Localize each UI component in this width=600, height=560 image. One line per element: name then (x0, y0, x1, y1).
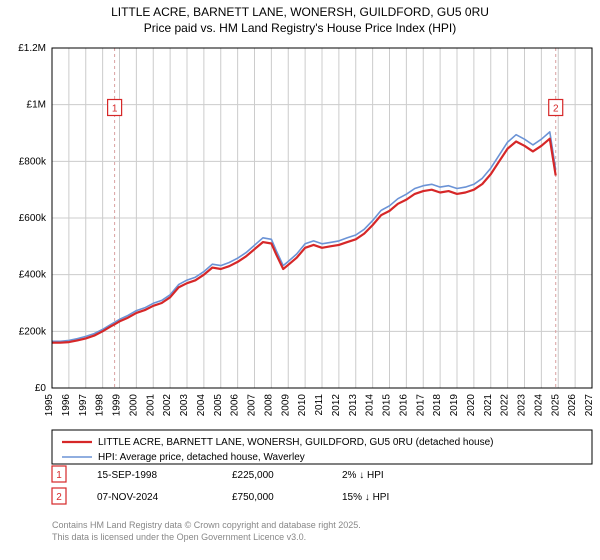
x-tick-label: 2018 (432, 394, 443, 417)
x-tick-label: 2005 (213, 394, 224, 417)
x-tick-label: 2026 (567, 394, 578, 417)
x-tick-label: 2009 (280, 394, 291, 417)
transaction-date: 07-NOV-2024 (97, 492, 159, 503)
y-tick-label: £600k (19, 213, 47, 224)
x-tick-label: 2013 (348, 394, 359, 417)
x-tick-label: 2023 (517, 394, 528, 417)
x-tick-label: 2007 (247, 394, 258, 417)
footer-line2: This data is licensed under the Open Gov… (52, 532, 306, 542)
x-tick-label: 1998 (95, 394, 106, 417)
x-tick-label: 2000 (128, 394, 139, 417)
x-tick-label: 2016 (398, 394, 409, 417)
x-tick-label: 2002 (162, 394, 173, 417)
x-tick-label: 2006 (230, 394, 241, 417)
x-tick-label: 2004 (196, 394, 207, 417)
x-tick-label: 1997 (78, 394, 89, 417)
chart-title-line1: LITTLE ACRE, BARNETT LANE, WONERSH, GUIL… (111, 5, 489, 19)
x-tick-label: 2025 (550, 394, 561, 417)
transaction-price: £225,000 (232, 470, 274, 481)
x-tick-label: 1995 (44, 394, 55, 417)
x-tick-label: 2010 (297, 394, 308, 417)
x-tick-label: 1999 (112, 394, 123, 417)
x-tick-label: 2008 (263, 394, 274, 417)
x-tick-label: 2024 (533, 394, 544, 417)
legend-label: HPI: Average price, detached house, Wave… (98, 452, 305, 463)
x-tick-label: 1996 (61, 394, 72, 417)
x-tick-label: 2014 (365, 394, 376, 417)
footer-line1: Contains HM Land Registry data © Crown c… (52, 520, 361, 530)
x-tick-label: 2001 (145, 394, 156, 417)
x-tick-label: 2015 (382, 394, 393, 417)
y-tick-label: £1M (27, 100, 46, 111)
y-tick-label: £400k (19, 270, 47, 281)
x-tick-label: 2017 (415, 394, 426, 417)
x-tick-label: 2003 (179, 394, 190, 417)
x-tick-label: 2020 (466, 394, 477, 417)
transaction-marker-num: 1 (56, 470, 62, 481)
y-tick-label: £0 (35, 383, 47, 394)
x-tick-label: 2027 (584, 394, 595, 417)
x-tick-label: 2021 (483, 394, 494, 417)
x-tick-label: 2011 (314, 394, 325, 416)
x-tick-label: 2022 (500, 394, 511, 417)
transaction-date: 15-SEP-1998 (97, 470, 157, 481)
x-tick-label: 2019 (449, 394, 460, 417)
marker-number: 2 (553, 104, 559, 115)
transaction-price: £750,000 (232, 492, 274, 503)
x-tick-label: 2012 (331, 394, 342, 417)
marker-number: 1 (112, 104, 118, 115)
transaction-diff: 15% ↓ HPI (342, 492, 389, 503)
chart-background (0, 0, 600, 560)
y-tick-label: £800k (19, 156, 47, 167)
transaction-diff: 2% ↓ HPI (342, 470, 384, 481)
y-tick-label: £1.2M (18, 43, 46, 54)
chart-title-line2: Price paid vs. HM Land Registry's House … (144, 21, 456, 35)
legend-label: LITTLE ACRE, BARNETT LANE, WONERSH, GUIL… (98, 437, 493, 448)
y-tick-label: £200k (19, 326, 47, 337)
transaction-marker-num: 2 (56, 492, 62, 503)
